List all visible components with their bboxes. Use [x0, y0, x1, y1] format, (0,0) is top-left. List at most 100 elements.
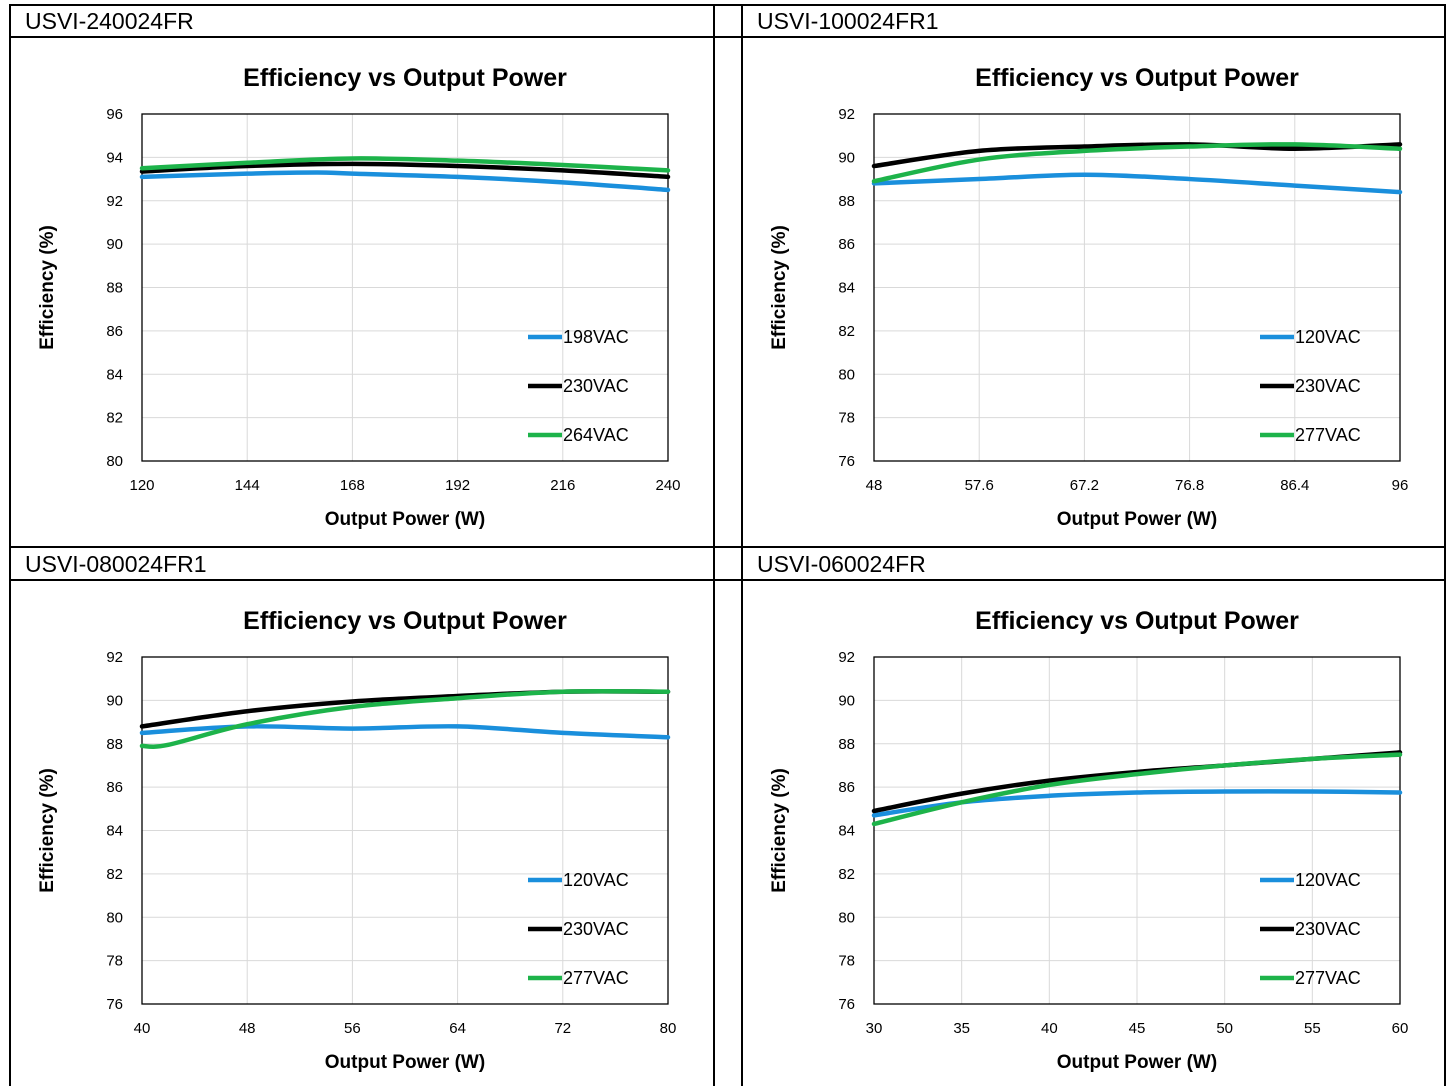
chart4-xtick-label: 45 — [1129, 1020, 1146, 1037]
chart4-xlabel: Output Power (W) — [1057, 1052, 1217, 1073]
chart4-series-line-3 — [871, 752, 1403, 827]
chart3-ytick-label: 88 — [106, 736, 123, 753]
chart2-xtick-label: 67.2 — [1070, 477, 1099, 494]
chart2-ytick-label: 76 — [838, 453, 855, 470]
model-label-3: USVI-080024FR1 — [25, 551, 207, 577]
chart1-legend-label-3: 264VAC — [563, 425, 629, 445]
chart1-series-line-3 — [139, 156, 671, 173]
model-label-2: USVI-100024FR1 — [757, 8, 939, 34]
chart1-xtick-label: 216 — [550, 477, 575, 494]
chart2-xtick-label: 76.8 — [1175, 477, 1204, 494]
chart1-plot-area — [141, 113, 669, 462]
chart2-xtick-label: 57.6 — [965, 477, 994, 494]
chart1-ytick-label: 96 — [106, 106, 123, 123]
chart4-ytick-label: 76 — [838, 996, 855, 1013]
chart4-title: Efficiency vs Output Power — [975, 607, 1299, 635]
chart3-ytick-label: 84 — [106, 823, 123, 840]
table-border-center-right — [741, 4, 743, 1086]
efficiency-chart-3: Efficiency vs Output Power 40 48 56 64 72 80 76… — [37, 607, 677, 1073]
table-border-right — [1444, 4, 1446, 1086]
chart3-ytick-label: 82 — [106, 866, 123, 883]
chart2-ytick-label: 88 — [838, 193, 855, 210]
chart1-ytick-label: 86 — [106, 323, 123, 340]
chart3-xtick-label: 80 — [660, 1020, 677, 1037]
efficiency-chart-4: Efficiency vs Output Power 30 35 40 45 50 55 60… — [769, 607, 1409, 1073]
chart2-legend-label-3: 277VAC — [1295, 425, 1361, 445]
chart2-xtick-label: 96 — [1392, 477, 1409, 494]
table-border-center-left — [713, 4, 715, 1086]
chart3-legend-label-3: 277VAC — [563, 968, 629, 988]
chart1-xtick-label: 168 — [340, 477, 365, 494]
chart1-legend-label-2: 230VAC — [563, 376, 629, 396]
table-border-header2-bottom — [9, 579, 1446, 581]
chart4-xtick-label: 40 — [1041, 1020, 1058, 1037]
chart1-ytick-label: 94 — [106, 149, 123, 166]
chart1-xtick-label: 240 — [655, 477, 680, 494]
chart2-series-line-3 — [871, 142, 1403, 184]
chart1-ytick-label: 92 — [106, 193, 123, 210]
chart1-xtick-label: 120 — [129, 477, 154, 494]
chart1-ytick-label: 84 — [106, 366, 123, 383]
chart1-title: Efficiency vs Output Power — [243, 64, 567, 92]
chart4-ytick-label: 90 — [838, 692, 855, 709]
model-label-4: USVI-060024FR — [757, 551, 926, 577]
chart2-ytick-label: 80 — [838, 366, 855, 383]
chart3-ytick-label: 92 — [106, 649, 123, 666]
chart4-legend-label-1: 120VAC — [1295, 870, 1361, 890]
chart1-xtick-label: 144 — [235, 477, 260, 494]
chart2-ytick-label: 78 — [838, 410, 855, 427]
chart4-xtick-label: 60 — [1392, 1020, 1409, 1037]
chart3-legend-label-2: 230VAC — [563, 919, 629, 939]
chart3-ytick-label: 90 — [106, 692, 123, 709]
chart1-series-line-1 — [139, 170, 671, 193]
chart4-ytick-label: 78 — [838, 953, 855, 970]
chart4-ytick-label: 80 — [838, 909, 855, 926]
chart3-plot-area — [141, 656, 669, 1005]
chart3-xtick-label: 72 — [554, 1020, 571, 1037]
chart3-ytick-label: 86 — [106, 779, 123, 796]
chart2-ytick-label: 82 — [838, 323, 855, 340]
chart3-xlabel: Output Power (W) — [325, 1052, 485, 1073]
efficiency-chart-2: Efficiency vs Output Power 48 57.6 67.2 76.8… — [769, 64, 1409, 530]
efficiency-chart-1: Efficiency vs Output Power 120 144 168 192 21… — [37, 64, 681, 530]
chart2-title: Efficiency vs Output Power — [975, 64, 1299, 92]
chart2-legend-label-1: 120VAC — [1295, 327, 1361, 347]
chart4-legend-label-3: 277VAC — [1295, 968, 1361, 988]
chart3-xtick-label: 56 — [344, 1020, 361, 1037]
chart4-xtick-label: 55 — [1304, 1020, 1321, 1037]
table-border-top — [9, 4, 1446, 6]
chart2-xtick-label: 86.4 — [1280, 477, 1309, 494]
chart1-legend-label-1: 198VAC — [563, 327, 629, 347]
chart2-ytick-label: 92 — [838, 106, 855, 123]
chart3-series-line-2 — [139, 689, 671, 729]
chart3-ytick-label: 80 — [106, 909, 123, 926]
chart3-xtick-label: 64 — [449, 1020, 466, 1037]
table-border-middle — [9, 546, 1446, 548]
table-border-left — [9, 4, 11, 1086]
model-label-1: USVI-240024FR — [25, 8, 194, 34]
chart4-ytick-label: 86 — [838, 779, 855, 796]
chart3-legend-label-1: 120VAC — [563, 870, 629, 890]
chart4-xtick-label: 50 — [1216, 1020, 1233, 1037]
chart1-ytick-label: 80 — [106, 453, 123, 470]
chart4-legend-label-2: 230VAC — [1295, 919, 1361, 939]
chart1-ytick-label: 88 — [106, 280, 123, 297]
chart2-xtick-label: 48 — [866, 477, 883, 494]
chart3-ylabel: Efficiency (%) — [37, 768, 58, 893]
chart2-xlabel: Output Power (W) — [1057, 509, 1217, 530]
chart2-series-line-1 — [871, 172, 1403, 195]
chart4-ytick-label: 84 — [838, 823, 855, 840]
chart1-ylabel: Efficiency (%) — [37, 225, 58, 350]
chart4-ylabel: Efficiency (%) — [769, 768, 790, 893]
chart1-xtick-label: 192 — [445, 477, 470, 494]
chart2-ytick-label: 90 — [838, 149, 855, 166]
chart3-ytick-label: 78 — [106, 953, 123, 970]
chart4-xtick-label: 30 — [866, 1020, 883, 1037]
chart4-ytick-label: 88 — [838, 736, 855, 753]
chart1-ytick-label: 82 — [106, 410, 123, 427]
chart2-ytick-label: 86 — [838, 236, 855, 253]
chart3-xtick-label: 40 — [134, 1020, 151, 1037]
chart2-legend-label-2: 230VAC — [1295, 376, 1361, 396]
chart4-xtick-label: 35 — [953, 1020, 970, 1037]
chart1-ytick-label: 90 — [106, 236, 123, 253]
